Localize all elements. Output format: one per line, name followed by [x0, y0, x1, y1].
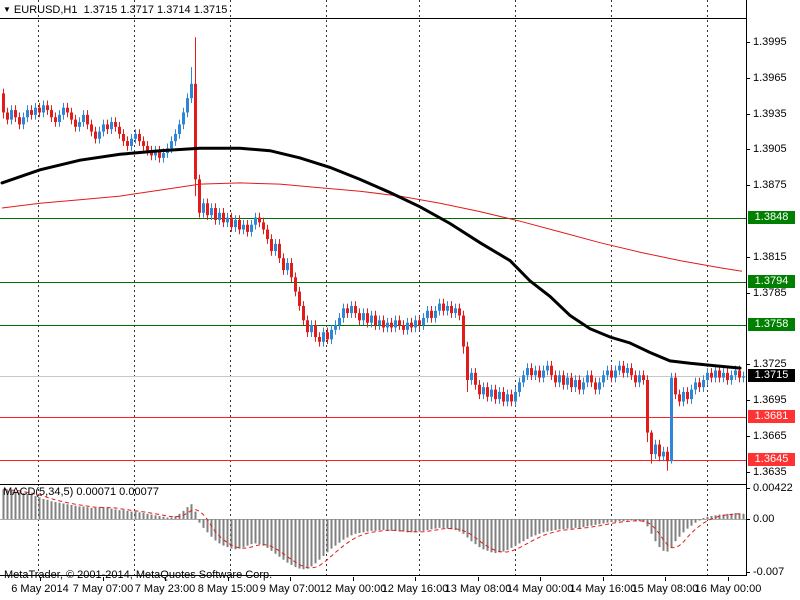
time-axis-tick: [728, 577, 729, 581]
price-axis-tick: [746, 114, 750, 115]
grid-vertical: [38, 0, 708, 484]
symbol-arrow-icon: ▼: [3, 5, 11, 14]
price-axis-tick: [746, 472, 750, 473]
time-axis-label: 14 May 00:00: [506, 583, 574, 595]
price-badge: 1.3715: [748, 369, 795, 382]
time-axis-label: 14 May 16:00: [569, 583, 637, 595]
macd-axis-tick: [746, 572, 750, 573]
price-badge: 1.3645: [748, 453, 795, 466]
macd-axis-tick: [746, 519, 750, 520]
time-axis-label: 16 May 00:00: [694, 583, 762, 595]
time-axis-tick: [103, 577, 104, 581]
time-axis-tick: [40, 577, 41, 581]
ma-slow-black-line[interactable]: [0, 146, 742, 370]
time-axis-label: 6 May 2014: [11, 583, 69, 595]
price-axis-tick: [746, 400, 750, 401]
symbol-name: EURUSD,H1: [13, 4, 78, 16]
price-axis-tick: [746, 293, 750, 294]
macd-histogram: [2, 489, 745, 570]
time-axis-tick: [540, 577, 541, 581]
price-axis-border: [746, 0, 747, 576]
price-axis-label: 1.3995: [753, 36, 787, 48]
symbol-ohlc-label: ▼ EURUSD,H1 1.3715 1.3717 1.3714 1.3715: [3, 4, 227, 16]
time-axis-tick: [415, 577, 416, 581]
price-axis-label: 1.3665: [753, 430, 787, 442]
symbol-quote: 1.3715 1.3717 1.3714 1.3715: [83, 4, 228, 16]
time-axis-label: 12 May 00:00: [319, 583, 387, 595]
time-axis-tick: [603, 577, 604, 581]
macd-indicator-label: MACD(5,34,5) 0.00071 0.00077: [3, 486, 159, 498]
price-badge: 1.3758: [748, 318, 795, 331]
price-axis-label: 1.3695: [753, 394, 787, 406]
price-axis-tick: [746, 364, 750, 365]
time-axis-tick: [228, 577, 229, 581]
macd-signal-line: [3, 488, 744, 569]
macd-axis-label: 0.00422: [753, 482, 793, 494]
main-price-chart[interactable]: [0, 0, 746, 484]
price-axis-label: 1.3725: [753, 358, 787, 370]
horizontal-price-lines[interactable]: [0, 218, 746, 461]
copyright-text: MetaTrader, © 2001-2014, MetaQuotes Soft…: [4, 569, 273, 581]
macd-indicator-pane[interactable]: [0, 484, 746, 576]
price-axis-tick: [746, 185, 750, 186]
macd-axis-label: -0.007: [753, 566, 785, 578]
time-axis-label: 9 May 07:00: [259, 583, 321, 595]
time-axis-label: 7 May 07:00: [72, 583, 134, 595]
time-axis-tick: [290, 577, 291, 581]
price-axis-tick: [746, 436, 750, 437]
price-axis-tick: [746, 42, 750, 43]
macd-axis-tick: [746, 488, 750, 489]
price-badge: 1.3794: [748, 275, 795, 288]
price-axis-label: 1.3875: [753, 179, 787, 191]
price-badge: 1.3848: [748, 211, 795, 224]
price-axis-tick: [746, 257, 750, 258]
price-axis-label: 1.3965: [753, 72, 787, 84]
price-badge: 1.3681: [748, 410, 795, 423]
price-axis-label: 1.3815: [753, 251, 787, 263]
price-axis-label: 1.3935: [753, 108, 787, 120]
price-axis-label: 1.3905: [753, 143, 787, 155]
time-axis-tick: [165, 577, 166, 581]
time-axis-tick: [353, 577, 354, 581]
ma-fast-red-line[interactable]: [1, 182, 743, 272]
time-axis-tick: [665, 577, 666, 581]
price-axis-label: 1.3635: [753, 466, 787, 478]
time-axis-label: 7 May 23:00: [134, 583, 196, 595]
time-axis-label: 12 May 16:00: [381, 583, 449, 595]
candles: [2, 37, 745, 471]
time-axis-label: 15 May 08:00: [631, 583, 699, 595]
price-axis-tick: [746, 149, 750, 150]
price-axis-label: 1.3785: [753, 287, 787, 299]
time-axis-label: 8 May 15:00: [197, 583, 259, 595]
time-axis-tick: [478, 577, 479, 581]
macd-axis-label: 0.00: [753, 513, 775, 525]
time-axis-label: 13 May 08:00: [444, 583, 512, 595]
price-axis-tick: [746, 78, 750, 79]
